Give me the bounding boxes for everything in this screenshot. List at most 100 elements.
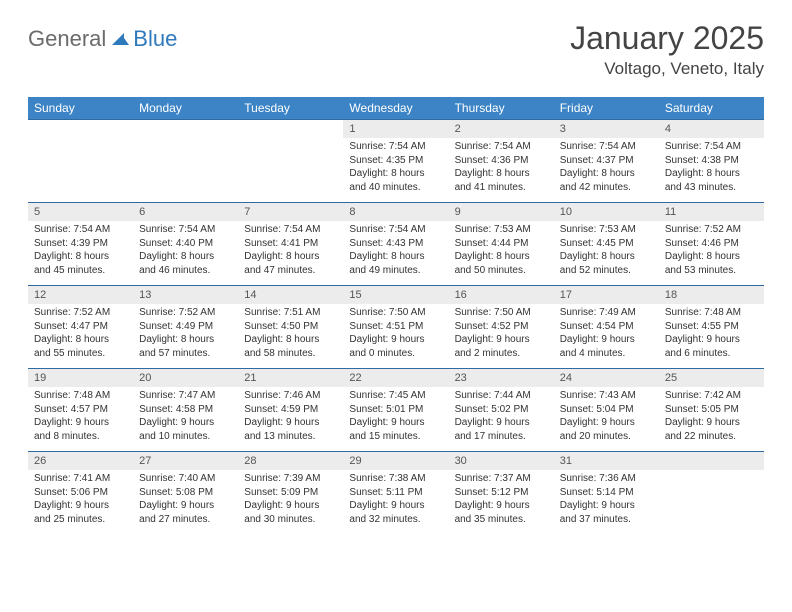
day-number: 6 bbox=[133, 203, 238, 221]
day-info-cell: Sunrise: 7:52 AMSunset: 4:47 PMDaylight:… bbox=[28, 304, 133, 369]
day-info-cell bbox=[28, 138, 133, 203]
day-info-cell: Sunrise: 7:54 AMSunset: 4:35 PMDaylight:… bbox=[343, 138, 448, 203]
sun-info: Sunrise: 7:50 AMSunset: 4:52 PMDaylight:… bbox=[449, 304, 554, 368]
day-info-cell: Sunrise: 7:49 AMSunset: 4:54 PMDaylight:… bbox=[554, 304, 659, 369]
day-number: 31 bbox=[554, 452, 659, 470]
day-number: 23 bbox=[449, 369, 554, 387]
day-number: 16 bbox=[449, 286, 554, 304]
sun-info: Sunrise: 7:54 AMSunset: 4:37 PMDaylight:… bbox=[554, 138, 659, 202]
day-number-cell: 18 bbox=[659, 286, 764, 305]
sun-info: Sunrise: 7:46 AMSunset: 4:59 PMDaylight:… bbox=[238, 387, 343, 451]
day-number: 3 bbox=[554, 120, 659, 138]
day-number: 22 bbox=[343, 369, 448, 387]
day-number: 26 bbox=[28, 452, 133, 470]
day-number-cell: 6 bbox=[133, 203, 238, 222]
sun-info: Sunrise: 7:51 AMSunset: 4:50 PMDaylight:… bbox=[238, 304, 343, 368]
day-number-cell: 29 bbox=[343, 452, 448, 471]
sun-info: Sunrise: 7:50 AMSunset: 4:51 PMDaylight:… bbox=[343, 304, 448, 368]
brand-text-blue: Blue bbox=[133, 26, 177, 52]
day-number: 27 bbox=[133, 452, 238, 470]
day-info-cell: Sunrise: 7:50 AMSunset: 4:52 PMDaylight:… bbox=[449, 304, 554, 369]
day-number-cell: 28 bbox=[238, 452, 343, 471]
day-number-cell bbox=[133, 120, 238, 139]
sun-info: Sunrise: 7:36 AMSunset: 5:14 PMDaylight:… bbox=[554, 470, 659, 534]
day-number-cell: 24 bbox=[554, 369, 659, 388]
day-number: 8 bbox=[343, 203, 448, 221]
day-number-cell: 16 bbox=[449, 286, 554, 305]
day-info-cell: Sunrise: 7:40 AMSunset: 5:08 PMDaylight:… bbox=[133, 470, 238, 534]
day-info-row: Sunrise: 7:52 AMSunset: 4:47 PMDaylight:… bbox=[28, 304, 764, 369]
sun-info: Sunrise: 7:54 AMSunset: 4:40 PMDaylight:… bbox=[133, 221, 238, 285]
day-number: 9 bbox=[449, 203, 554, 221]
calendar-body: 12 34 Sunrise: 7:54 AMSunset: 4:35 PMDayli… bbox=[28, 120, 764, 535]
sun-info: Sunrise: 7:52 AMSunset: 4:47 PMDaylight:… bbox=[28, 304, 133, 368]
day-info-cell: Sunrise: 7:41 AMSunset: 5:06 PMDaylight:… bbox=[28, 470, 133, 534]
day-number: 19 bbox=[28, 369, 133, 387]
day-number: 7 bbox=[238, 203, 343, 221]
day-number-cell: 12 bbox=[28, 286, 133, 305]
day-number-cell: 7 bbox=[238, 203, 343, 222]
day-info-cell: Sunrise: 7:51 AMSunset: 4:50 PMDaylight:… bbox=[238, 304, 343, 369]
day-number-cell: 13 bbox=[133, 286, 238, 305]
day-number: 13 bbox=[133, 286, 238, 304]
weekday-header: Saturday bbox=[659, 97, 764, 120]
day-info-cell: Sunrise: 7:48 AMSunset: 4:57 PMDaylight:… bbox=[28, 387, 133, 452]
day-info-cell bbox=[659, 470, 764, 534]
sun-info: Sunrise: 7:42 AMSunset: 5:05 PMDaylight:… bbox=[659, 387, 764, 451]
day-number: 2 bbox=[449, 120, 554, 138]
day-info-cell: Sunrise: 7:36 AMSunset: 5:14 PMDaylight:… bbox=[554, 470, 659, 534]
day-number-cell: 14 bbox=[238, 286, 343, 305]
day-info-cell: Sunrise: 7:52 AMSunset: 4:46 PMDaylight:… bbox=[659, 221, 764, 286]
sun-info: Sunrise: 7:54 AMSunset: 4:38 PMDaylight:… bbox=[659, 138, 764, 202]
sun-info: Sunrise: 7:54 AMSunset: 4:36 PMDaylight:… bbox=[449, 138, 554, 202]
day-number: 29 bbox=[343, 452, 448, 470]
sun-info: Sunrise: 7:53 AMSunset: 4:45 PMDaylight:… bbox=[554, 221, 659, 285]
sun-info: Sunrise: 7:53 AMSunset: 4:44 PMDaylight:… bbox=[449, 221, 554, 285]
weekday-header: Sunday bbox=[28, 97, 133, 120]
sun-info: Sunrise: 7:52 AMSunset: 4:46 PMDaylight:… bbox=[659, 221, 764, 285]
day-number: 4 bbox=[659, 120, 764, 138]
day-info-row: Sunrise: 7:54 AMSunset: 4:39 PMDaylight:… bbox=[28, 221, 764, 286]
day-number: 25 bbox=[659, 369, 764, 387]
day-number-cell: 26 bbox=[28, 452, 133, 471]
sun-info: Sunrise: 7:37 AMSunset: 5:12 PMDaylight:… bbox=[449, 470, 554, 534]
day-number: 30 bbox=[449, 452, 554, 470]
sun-info: Sunrise: 7:52 AMSunset: 4:49 PMDaylight:… bbox=[133, 304, 238, 368]
day-number-cell: 20 bbox=[133, 369, 238, 388]
day-info-cell: Sunrise: 7:38 AMSunset: 5:11 PMDaylight:… bbox=[343, 470, 448, 534]
day-info-cell: Sunrise: 7:54 AMSunset: 4:40 PMDaylight:… bbox=[133, 221, 238, 286]
day-info-cell: Sunrise: 7:54 AMSunset: 4:36 PMDaylight:… bbox=[449, 138, 554, 203]
sun-info: Sunrise: 7:47 AMSunset: 4:58 PMDaylight:… bbox=[133, 387, 238, 451]
weekday-header: Monday bbox=[133, 97, 238, 120]
weekday-header: Wednesday bbox=[343, 97, 448, 120]
day-number-cell: 15 bbox=[343, 286, 448, 305]
day-number-cell: 3 bbox=[554, 120, 659, 139]
day-number-cell: 8 bbox=[343, 203, 448, 222]
day-number-cell: 2 bbox=[449, 120, 554, 139]
calendar-table: SundayMondayTuesdayWednesdayThursdayFrid… bbox=[28, 97, 764, 534]
day-number-cell: 5 bbox=[28, 203, 133, 222]
location-subtitle: Voltago, Veneto, Italy bbox=[570, 59, 764, 79]
day-number: 20 bbox=[133, 369, 238, 387]
day-number: 17 bbox=[554, 286, 659, 304]
day-number-row: 262728293031 bbox=[28, 452, 764, 471]
sun-info: Sunrise: 7:54 AMSunset: 4:39 PMDaylight:… bbox=[28, 221, 133, 285]
sun-info: Sunrise: 7:43 AMSunset: 5:04 PMDaylight:… bbox=[554, 387, 659, 451]
day-info-cell: Sunrise: 7:47 AMSunset: 4:58 PMDaylight:… bbox=[133, 387, 238, 452]
day-number-row: 567891011 bbox=[28, 203, 764, 222]
day-number: 28 bbox=[238, 452, 343, 470]
day-info-cell: Sunrise: 7:53 AMSunset: 4:45 PMDaylight:… bbox=[554, 221, 659, 286]
day-number-cell: 30 bbox=[449, 452, 554, 471]
day-number: 14 bbox=[238, 286, 343, 304]
day-info-row: Sunrise: 7:41 AMSunset: 5:06 PMDaylight:… bbox=[28, 470, 764, 534]
month-title: January 2025 bbox=[570, 20, 764, 57]
sun-info: Sunrise: 7:54 AMSunset: 4:43 PMDaylight:… bbox=[343, 221, 448, 285]
day-info-cell: Sunrise: 7:54 AMSunset: 4:37 PMDaylight:… bbox=[554, 138, 659, 203]
day-info-cell: Sunrise: 7:37 AMSunset: 5:12 PMDaylight:… bbox=[449, 470, 554, 534]
day-info-cell bbox=[238, 138, 343, 203]
day-info-cell: Sunrise: 7:39 AMSunset: 5:09 PMDaylight:… bbox=[238, 470, 343, 534]
sun-info: Sunrise: 7:39 AMSunset: 5:09 PMDaylight:… bbox=[238, 470, 343, 534]
sun-info: Sunrise: 7:40 AMSunset: 5:08 PMDaylight:… bbox=[133, 470, 238, 534]
day-info-cell: Sunrise: 7:54 AMSunset: 4:38 PMDaylight:… bbox=[659, 138, 764, 203]
day-info-cell: Sunrise: 7:54 AMSunset: 4:43 PMDaylight:… bbox=[343, 221, 448, 286]
